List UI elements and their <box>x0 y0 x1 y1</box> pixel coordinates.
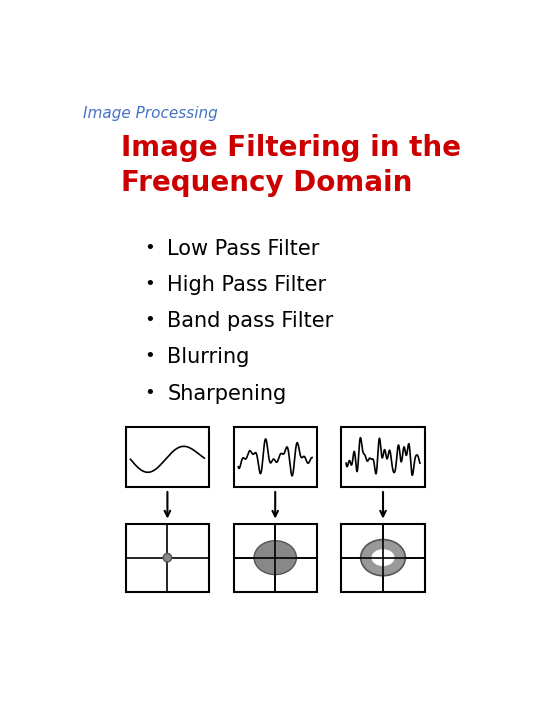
Bar <box>126 427 209 487</box>
Ellipse shape <box>254 541 296 575</box>
Text: Band pass Filter: Band pass Filter <box>167 311 334 331</box>
Text: •: • <box>144 384 155 402</box>
Text: Image Filtering in the
Frequency Domain: Image Filtering in the Frequency Domain <box>121 134 461 197</box>
Bar <box>126 523 209 592</box>
Bar <box>341 523 424 592</box>
Text: •: • <box>144 311 155 329</box>
Text: •: • <box>144 239 155 257</box>
Text: Image Processing: Image Processing <box>83 107 218 122</box>
Text: •: • <box>144 275 155 293</box>
Text: •: • <box>144 348 155 366</box>
Text: Low Pass Filter: Low Pass Filter <box>167 239 320 259</box>
Bar <box>234 523 317 592</box>
Bar <box>341 427 424 487</box>
Ellipse shape <box>361 539 406 576</box>
Text: High Pass Filter: High Pass Filter <box>167 275 327 295</box>
Ellipse shape <box>372 549 395 566</box>
Text: Sharpening: Sharpening <box>167 384 287 404</box>
Ellipse shape <box>163 554 172 562</box>
Text: Blurring: Blurring <box>167 348 250 367</box>
Bar <box>234 427 317 487</box>
